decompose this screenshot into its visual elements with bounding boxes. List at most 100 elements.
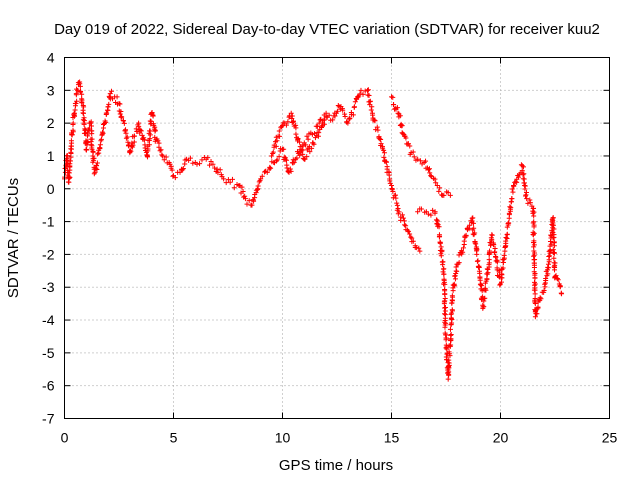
data-point — [550, 229, 556, 235]
y-tick-label: -1 — [42, 214, 55, 230]
data-point — [537, 295, 543, 301]
data-point — [452, 276, 458, 282]
data-point — [155, 138, 161, 144]
data-point — [477, 270, 483, 276]
x-tick-label: 20 — [493, 430, 509, 446]
data-point — [208, 159, 214, 165]
data-point — [125, 139, 131, 145]
data-point — [548, 241, 554, 247]
data-point — [352, 99, 358, 105]
data-point — [482, 285, 488, 291]
data-point — [436, 224, 442, 230]
data-point — [520, 164, 526, 170]
data-point — [531, 252, 537, 258]
data-point — [199, 157, 205, 163]
data-point — [551, 226, 557, 232]
data-point — [362, 88, 368, 94]
data-point — [524, 196, 530, 202]
data-point — [94, 160, 100, 166]
data-point — [381, 147, 387, 153]
data-point — [508, 205, 514, 211]
data-point — [471, 225, 477, 231]
data-point — [532, 291, 538, 297]
data-point — [142, 145, 148, 151]
data-point — [437, 185, 443, 191]
data-point — [365, 92, 371, 98]
data-point — [551, 255, 557, 261]
data-point — [403, 135, 409, 141]
data-point — [519, 163, 525, 169]
data-point — [492, 250, 498, 256]
data-point — [330, 117, 336, 123]
data-point — [541, 288, 547, 294]
data-point — [288, 110, 294, 116]
data-point — [91, 155, 97, 161]
data-point — [158, 147, 164, 153]
data-point — [374, 124, 380, 130]
data-point — [251, 198, 257, 204]
data-point — [311, 141, 317, 147]
data-point — [68, 138, 74, 144]
data-point — [445, 369, 451, 375]
data-point — [321, 117, 327, 123]
data-point — [285, 119, 291, 125]
data-point — [221, 176, 227, 182]
data-point — [119, 114, 125, 120]
data-point — [395, 205, 401, 211]
data-point — [409, 235, 415, 241]
data-point — [442, 311, 448, 317]
data-point — [365, 87, 371, 93]
data-point — [447, 353, 453, 359]
data-point — [445, 190, 451, 196]
data-point — [373, 127, 379, 133]
data-point — [417, 248, 423, 254]
data-point — [423, 158, 429, 164]
data-point — [402, 222, 408, 228]
data-point — [246, 198, 252, 204]
data-point — [81, 104, 87, 110]
data-point — [159, 152, 165, 158]
data-point — [212, 165, 218, 171]
data-point — [460, 249, 466, 255]
data-point — [205, 155, 211, 161]
data-point — [367, 98, 373, 104]
data-point — [405, 228, 411, 234]
data-point — [102, 120, 108, 126]
data-point — [299, 147, 305, 153]
data-point — [358, 87, 364, 93]
data-point — [531, 242, 537, 248]
data-point — [332, 113, 338, 119]
data-point — [532, 281, 538, 287]
data-point — [355, 94, 361, 100]
data-point — [531, 213, 537, 219]
y-tick-label: -4 — [42, 312, 55, 328]
data-point — [149, 109, 155, 115]
data-point — [472, 240, 478, 246]
data-point — [394, 200, 400, 206]
data-point — [317, 117, 323, 123]
data-point — [264, 169, 270, 175]
data-point — [500, 265, 506, 271]
data-point — [71, 111, 77, 117]
data-point — [498, 279, 504, 285]
data-point — [281, 146, 287, 152]
data-point — [78, 89, 84, 95]
data-point — [294, 155, 300, 161]
data-point — [305, 136, 311, 142]
data-point — [284, 157, 290, 163]
data-point — [259, 173, 265, 179]
data-point — [532, 301, 538, 307]
data-point — [347, 116, 353, 122]
data-point — [107, 91, 113, 97]
data-point — [513, 179, 519, 185]
data-point — [436, 234, 442, 240]
data-point — [442, 308, 448, 314]
data-point — [436, 188, 442, 194]
data-point — [309, 145, 315, 151]
data-point — [350, 112, 356, 118]
data-point — [93, 163, 99, 169]
data-point — [522, 186, 528, 192]
data-point — [74, 98, 80, 104]
y-tick-label: -7 — [42, 411, 55, 427]
data-point — [460, 245, 466, 251]
